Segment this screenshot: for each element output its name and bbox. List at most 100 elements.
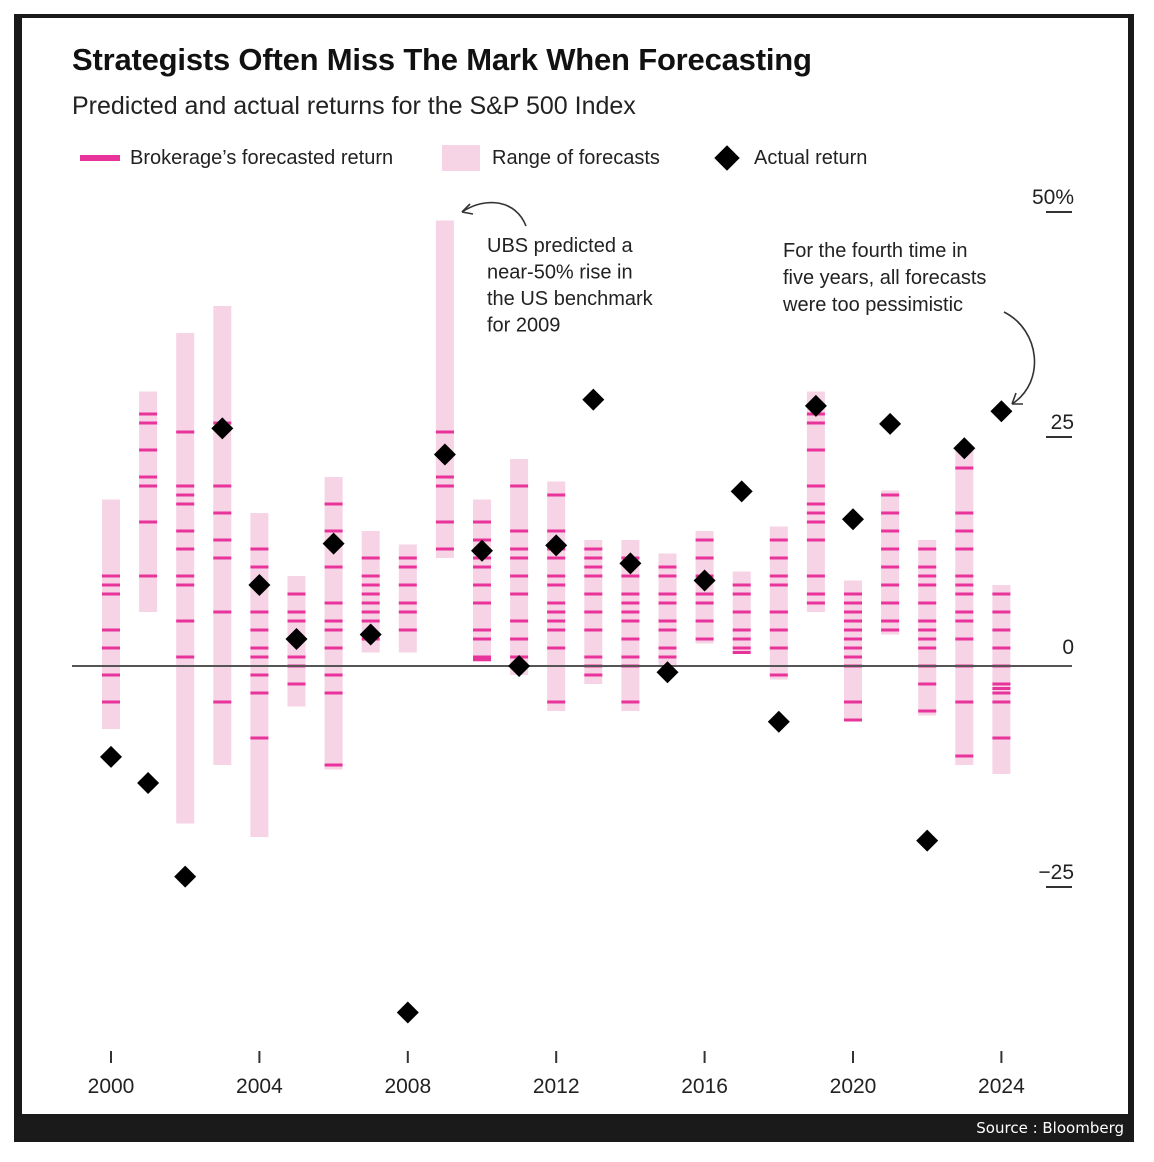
annotation-fourth-line-1: five years, all forecasts <box>783 267 986 289</box>
forecast-tick-2014-4 <box>621 610 640 614</box>
range-bar-2001 <box>139 391 158 612</box>
forecast-tick-2018-0 <box>769 538 788 542</box>
forecast-tick-2022-6 <box>918 628 937 632</box>
forecast-tick-2014-2 <box>621 592 640 596</box>
forecast-tick-2001-0 <box>139 412 158 416</box>
range-bar-2011 <box>510 459 529 675</box>
forecast-tick-2003-3 <box>213 538 232 542</box>
actual-point-2001 <box>137 772 160 794</box>
forecast-tick-2021-3 <box>881 547 900 551</box>
forecast-tick-2008-2 <box>398 583 417 587</box>
forecast-tick-2001-5 <box>139 520 158 524</box>
forecast-tick-2012-5 <box>547 583 566 587</box>
y-tick-label-50: 50% <box>1032 186 1074 209</box>
forecast-tick-2023-6 <box>955 592 974 596</box>
forecast-tick-2022-7 <box>918 637 937 641</box>
forecast-tick-2016-6 <box>695 637 714 641</box>
forecast-tick-2022-1 <box>918 565 937 569</box>
x-tick-label-2004: 2004 <box>236 1075 283 1098</box>
forecast-tick-2017-1 <box>732 592 751 596</box>
forecast-tick-2021-0 <box>881 493 900 497</box>
forecast-tick-2006-6 <box>324 646 343 650</box>
forecast-tick-2014-5 <box>621 619 640 623</box>
actual-point-2009 <box>433 443 456 466</box>
forecast-tick-2006-1 <box>324 529 343 533</box>
forecast-tick-2022-11 <box>918 709 937 713</box>
forecast-tick-2000-2 <box>102 574 120 578</box>
forecast-tick-2003-4 <box>213 556 232 560</box>
range-bar-2002 <box>176 333 195 824</box>
forecast-tick-2006-3 <box>324 601 343 605</box>
forecast-tick-2013-5 <box>584 610 603 614</box>
forecast-tick-2020-4 <box>844 628 862 632</box>
legend-actual-label: Actual return <box>754 146 868 169</box>
forecast-tick-2011-3 <box>510 556 529 560</box>
forecast-tick-2012-3 <box>547 556 566 560</box>
forecast-tick-2022-3 <box>918 583 937 587</box>
range-bar-2010 <box>473 499 491 662</box>
forecast-tick-2004-4 <box>250 628 269 632</box>
forecast-tick-2019-4 <box>806 484 825 488</box>
forecast-tick-2009-0 <box>435 430 454 434</box>
forecast-tick-2002-3 <box>176 502 195 506</box>
forecast-tick-2000-5 <box>102 628 120 632</box>
annotation-ubs-arrowhead <box>461 203 474 215</box>
forecast-tick-2002-8 <box>176 619 195 623</box>
forecast-tick-2002-6 <box>176 574 195 578</box>
range-bar-2018 <box>769 526 788 680</box>
legend-range: Range of forecasts <box>442 144 660 172</box>
forecast-tick-2019-5 <box>806 502 825 506</box>
actual-point-2002 <box>174 865 197 888</box>
actual-point-2019 <box>804 394 827 417</box>
forecast-tick-2019-2 <box>806 421 825 425</box>
forecast-tick-2000-1 <box>102 673 120 677</box>
forecast-tick-2017-2 <box>732 610 751 614</box>
forecast-tick-2001-1 <box>139 421 158 425</box>
forecast-tick-2005-1 <box>287 610 306 614</box>
forecast-tick-2004-1 <box>250 565 269 569</box>
forecast-tick-2024-0 <box>992 592 1011 596</box>
annotation-ubs-line-0: UBS predicted a <box>487 235 634 257</box>
actual-point-2008 <box>396 1001 419 1024</box>
actual-point-2016 <box>693 569 716 592</box>
forecast-tick-2004-5 <box>250 646 269 650</box>
forecast-tick-2007-4 <box>361 601 380 605</box>
forecast-tick-2015-3 <box>658 601 677 605</box>
legend-actual: Actual return <box>712 144 867 172</box>
forecast-tick-2024-8 <box>992 700 1011 704</box>
forecast-tick-2019-10 <box>806 592 825 596</box>
forecast-tick-2004-7 <box>250 673 269 677</box>
range-bar-2012 <box>547 481 566 711</box>
forecast-tick-2020-0 <box>844 592 862 596</box>
forecast-tick-2019-6 <box>806 511 825 515</box>
forecast-tick-2020-2 <box>844 610 862 614</box>
legend-range-label: Range of forecasts <box>492 146 660 169</box>
forecast-tick-2004-9 <box>250 736 269 740</box>
forecast-tick-2011-5 <box>510 592 529 596</box>
forecast-tick-2020-6 <box>844 646 862 650</box>
forecast-tick-2010-6 <box>473 628 491 632</box>
forecast-tick-2013-3 <box>584 574 603 578</box>
forecast-tick-2018-8 <box>769 673 788 677</box>
forecast-tick-2015-2 <box>658 592 677 596</box>
x-tick-label-2020: 2020 <box>830 1075 877 1098</box>
forecast-tick-2012-6 <box>547 601 566 605</box>
forecast-tick-2000-4 <box>102 592 120 596</box>
y-tick-label-0: 0 <box>1062 636 1074 659</box>
forecast-tick-2010-4 <box>473 583 491 587</box>
forecast-tick-2006-8 <box>324 691 343 695</box>
annotation-ubs-line-1: near-50% rise in <box>487 262 633 284</box>
chart-title: Strategists Often Miss The Mark When For… <box>72 42 812 77</box>
forecast-tick-2023-0 <box>955 466 974 470</box>
forecast-tick-2000-0 <box>102 700 120 704</box>
forecast-tick-2023-9 <box>955 637 974 641</box>
forecast-tick-2024-1 <box>992 610 1011 614</box>
forecast-tick-2008-5 <box>398 628 417 632</box>
forecast-tick-2016-3 <box>695 592 714 596</box>
forecast-tick-2001-2 <box>139 448 158 452</box>
forecast-tick-2024-6 <box>992 687 1011 690</box>
forecast-tick-2021-4 <box>881 565 900 569</box>
forecast-tick-2007-3 <box>361 592 380 596</box>
forecast-tick-2009-3 <box>435 520 454 524</box>
